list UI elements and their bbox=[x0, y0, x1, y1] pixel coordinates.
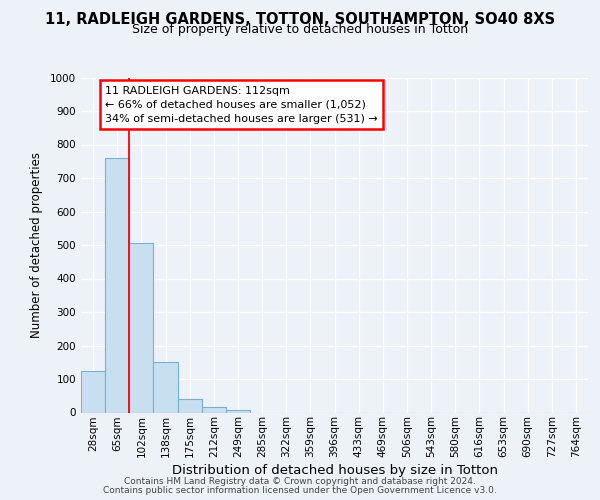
Text: Size of property relative to detached houses in Totton: Size of property relative to detached ho… bbox=[132, 24, 468, 36]
Y-axis label: Number of detached properties: Number of detached properties bbox=[30, 152, 43, 338]
Text: 11, RADLEIGH GARDENS, TOTTON, SOUTHAMPTON, SO40 8XS: 11, RADLEIGH GARDENS, TOTTON, SOUTHAMPTO… bbox=[45, 12, 555, 28]
X-axis label: Distribution of detached houses by size in Totton: Distribution of detached houses by size … bbox=[172, 464, 497, 477]
Bar bbox=[202, 408, 226, 412]
Bar bbox=[226, 410, 250, 412]
Text: Contains public sector information licensed under the Open Government Licence v3: Contains public sector information licen… bbox=[103, 486, 497, 495]
Text: 11 RADLEIGH GARDENS: 112sqm
← 66% of detached houses are smaller (1,052)
34% of : 11 RADLEIGH GARDENS: 112sqm ← 66% of det… bbox=[105, 86, 378, 124]
Bar bbox=[105, 158, 129, 412]
Bar bbox=[154, 362, 178, 412]
Text: Contains HM Land Registry data © Crown copyright and database right 2024.: Contains HM Land Registry data © Crown c… bbox=[124, 477, 476, 486]
Bar bbox=[178, 399, 202, 412]
Bar bbox=[81, 370, 105, 412]
Bar bbox=[129, 244, 154, 412]
